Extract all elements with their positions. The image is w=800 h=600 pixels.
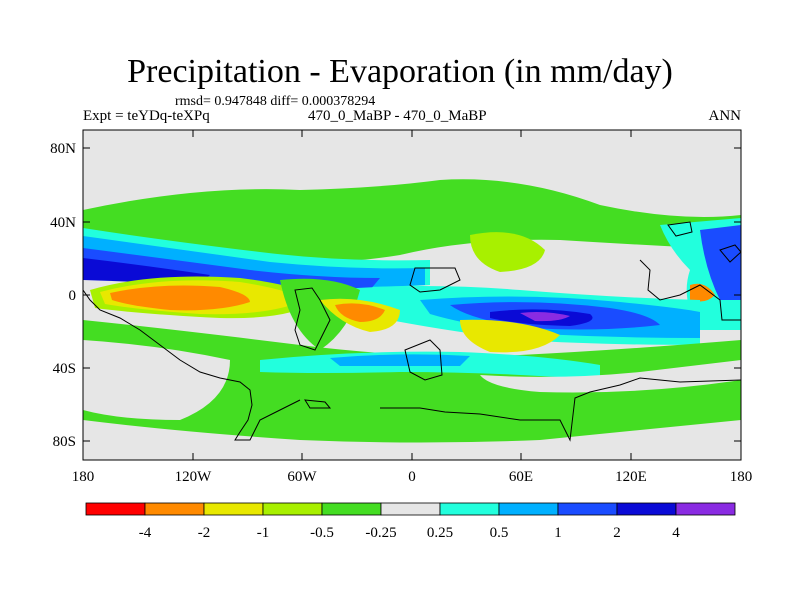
latitude-axis: 80N 40N 0 40S 80S <box>50 141 741 450</box>
colorbar-label: 4 <box>672 525 680 541</box>
lon-label-0: 0 <box>408 469 416 485</box>
lat-label-0: 0 <box>69 288 77 304</box>
tongue-orange <box>110 285 250 311</box>
coast-greenland <box>304 399 332 409</box>
experiment-label: Expt = teYDq-teXPq <box>83 108 210 124</box>
colorbar-box <box>262 502 323 516</box>
colorbar-label: 0.25 <box>427 525 453 541</box>
colorbar-labels: -4 -2 -1 -0.5 -0.25 0.25 0.5 1 2 4 <box>139 525 681 541</box>
colorbar-box <box>203 502 264 516</box>
lon-label-120w: 120W <box>175 469 213 485</box>
south-gray-gap <box>83 340 230 420</box>
band-south-blue <box>330 354 470 366</box>
longitude-axis: 180 120W 60W 0 60E 120E 180 <box>72 130 753 485</box>
lon-label-180e: 180 <box>730 469 753 485</box>
coast-peninsula <box>719 244 741 263</box>
coast-africa <box>409 267 461 293</box>
lon-label-60e: 60E <box>509 469 533 485</box>
colorbar-box <box>675 502 736 516</box>
io-yellow <box>460 319 560 353</box>
east-blue <box>700 225 741 300</box>
colorbar-label: -0.5 <box>310 525 334 541</box>
stats-text: rmsd= 0.947848 diff= 0.000378294 <box>175 94 376 109</box>
colorbar-box <box>616 502 677 516</box>
lon-label-120e: 120E <box>615 469 647 485</box>
coast-asia-east <box>667 221 693 237</box>
coast-antarctica <box>380 377 741 442</box>
period-label: 470_0_MaBP - 470_0_MaBP <box>308 108 487 124</box>
coast-africa-south <box>404 339 443 381</box>
colorbar-label: 2 <box>613 525 621 541</box>
eq-purple <box>520 312 570 322</box>
lon-label-180w: 180 <box>72 469 95 485</box>
lat-label-40n: 40N <box>50 215 76 231</box>
colorbar-box <box>380 502 441 516</box>
colorbar-label: -4 <box>139 525 152 541</box>
colorbar-box <box>439 502 500 516</box>
plot-title: Precipitation - Evaporation (in mm/day) <box>127 53 673 90</box>
colorbar-box <box>321 502 382 516</box>
colorbar-label: -0.25 <box>365 525 396 541</box>
colorbar-box <box>498 502 559 516</box>
band-north-green-2 <box>470 232 545 272</box>
map-plot-area <box>83 130 741 460</box>
atl-orange <box>335 303 385 322</box>
lat-label-80n: 80N <box>50 141 76 157</box>
colorbar-label: 0.5 <box>490 525 509 541</box>
atl-green <box>280 278 360 350</box>
coast-america-south <box>294 287 331 351</box>
band-north-green <box>83 179 741 264</box>
band-south-green <box>83 320 741 443</box>
lat-label-80s: 80S <box>53 434 76 450</box>
south-gray-gap-2 <box>480 360 741 393</box>
lon-label-60w: 60W <box>287 469 317 485</box>
coastlines <box>83 221 741 442</box>
season-label: ANN <box>708 108 742 124</box>
colorbar: -4 -2 -1 -0.5 -0.25 0.25 0.5 1 2 4 <box>85 502 736 541</box>
colorbar-box <box>144 502 205 516</box>
colorbar-label: -1 <box>257 525 270 541</box>
east-orange <box>690 283 715 302</box>
coast-asia <box>639 259 741 321</box>
colorbar-box <box>85 502 146 516</box>
lat-label-40s: 40S <box>53 361 76 377</box>
colorbar-label: 1 <box>554 525 562 541</box>
colorbar-label: -2 <box>198 525 211 541</box>
colorbar-box <box>557 502 618 516</box>
colorbar-boxes <box>85 502 736 516</box>
coast-americas <box>83 289 301 441</box>
